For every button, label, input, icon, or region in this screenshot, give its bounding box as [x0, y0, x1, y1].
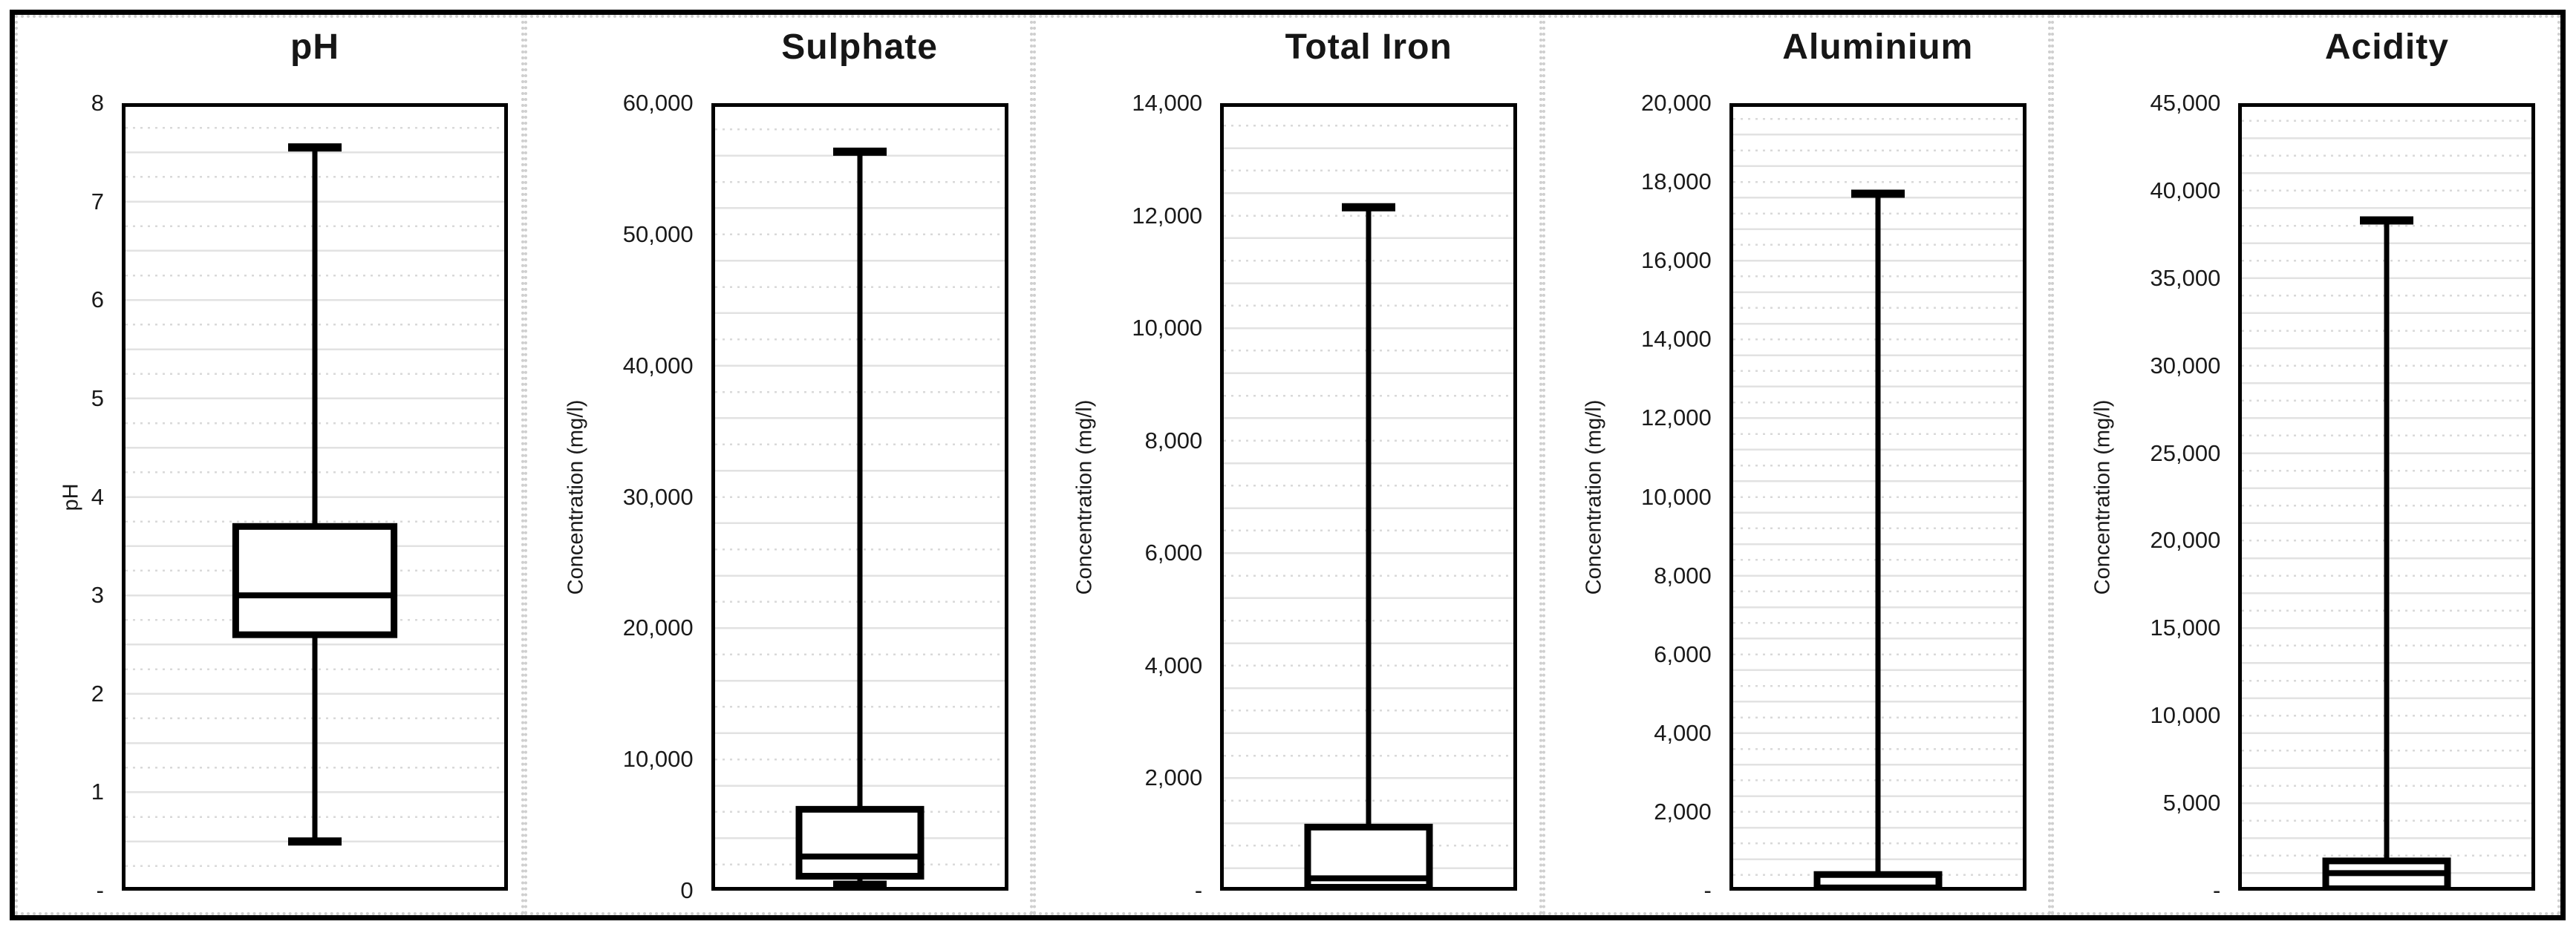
y-axis-tick-label: 20,000	[1640, 90, 1712, 116]
y-axis-tick-label: 4,000	[1654, 719, 1712, 746]
y-axis-tick-label: 2,000	[1654, 798, 1712, 825]
y-axis-tick-label: 8	[91, 90, 104, 116]
y-axis-tick-label: 35,000	[2150, 264, 2221, 291]
chart-title: Sulphate	[781, 27, 938, 67]
plot-area	[1729, 103, 2026, 891]
plot-area	[1220, 103, 1518, 891]
y-axis-tick-label: 20,000	[622, 615, 694, 641]
y-axis-tick-label: 10,000	[1640, 483, 1712, 510]
y-axis-tick-label: 10,000	[1132, 315, 1203, 341]
y-axis-tick-label: 5	[91, 384, 104, 411]
y-axis-title: Concentration (mg/l)	[2090, 399, 2115, 595]
y-axis-tick-label: 4,000	[1144, 652, 1203, 678]
y-axis-tick-label: 30,000	[622, 483, 694, 510]
y-axis-tick-label: 1	[91, 779, 104, 805]
y-axis-tick-label: 5,000	[2162, 790, 2221, 816]
figure-frame: pH pH 8 7 6 5 4 3 2 1- Sulphate Concentration (mg/l…	[10, 10, 2566, 920]
y-axis-tick-label: 6,000	[1144, 540, 1203, 566]
y-axis-tick-label: -	[1703, 877, 1712, 903]
y-axis-tick-label: 3	[91, 582, 104, 609]
y-axis-tick-label: 10,000	[622, 746, 694, 773]
iqr-box	[1813, 871, 1943, 891]
y-axis-tick-label: 30,000	[2150, 352, 2221, 379]
chart-title: Total Iron	[1285, 27, 1452, 67]
y-axis-tick-label: 14,000	[1640, 326, 1712, 353]
y-axis-tick-label: 8,000	[1654, 562, 1712, 589]
plot-border	[2238, 103, 2536, 891]
y-axis-tick-label: -	[2213, 877, 2221, 903]
y-axis-tick-label: 12,000	[1132, 202, 1203, 229]
y-axis-tick-label: 10,000	[2150, 702, 2221, 729]
chart-panel-total-iron: Total Iron Concentration (mg/l) 14,000 12,0…	[1033, 15, 1542, 915]
plot-area	[2238, 103, 2536, 891]
y-axis-tick-label: 16,000	[1640, 247, 1712, 274]
y-axis-tick-label: 6,000	[1654, 641, 1712, 667]
iqr-box	[795, 805, 925, 880]
y-axis-tick-label: 0	[680, 877, 694, 903]
y-axis-tick-label: 4	[91, 483, 104, 510]
chart-title: pH	[290, 27, 339, 67]
y-axis-tick-label: 7	[91, 188, 104, 215]
y-axis-tick-label: 12,000	[1640, 405, 1712, 431]
plot-border	[1729, 103, 2026, 891]
y-axis-tick-label: 20,000	[2150, 527, 2221, 554]
chart-title: Acidity	[2324, 27, 2449, 67]
y-axis-tick-label: -	[1194, 877, 1203, 903]
y-axis-tick-label: 2	[91, 680, 104, 707]
iqr-box	[232, 523, 398, 638]
chart-panel-aluminium: Aluminium Concentration (mg/l) 20,000 18,00…	[1542, 15, 2052, 915]
plot-area	[711, 103, 1008, 891]
plot-border	[1220, 103, 1518, 891]
y-axis-tick-label: 2,000	[1144, 764, 1203, 791]
y-axis-tick-label: 18,000	[1640, 168, 1712, 195]
plot-border	[122, 103, 508, 891]
y-axis-tick-label: 45,000	[2150, 90, 2221, 116]
y-axis-tick-label: -	[96, 877, 104, 903]
chart-panel-ph: pH pH 8 7 6 5 4 3 2 1-	[15, 15, 524, 915]
y-axis-tick-label: 40,000	[2150, 177, 2221, 203]
plot-area	[122, 103, 508, 891]
y-axis-tick-label: 25,000	[2150, 439, 2221, 466]
chart-title: Aluminium	[1782, 27, 1974, 67]
y-axis-tick-label: 14,000	[1132, 90, 1203, 116]
y-axis-tick-label: 8,000	[1144, 427, 1203, 453]
y-axis-tick-label: 6	[91, 286, 104, 313]
plot-border	[711, 103, 1008, 891]
y-axis-tick-label: 15,000	[2150, 615, 2221, 641]
chart-panel-acidity: Acidity Concentration (mg/l) 45,000 40,000 3…	[2051, 15, 2560, 915]
y-axis-tick-label: 40,000	[622, 352, 694, 379]
y-axis-tick-label: 50,000	[622, 220, 694, 247]
chart-panel-sulphate: Sulphate Concentration (mg/l) 60,000 50,000…	[524, 15, 1034, 915]
y-axis-tick-label: 60,000	[622, 90, 694, 116]
